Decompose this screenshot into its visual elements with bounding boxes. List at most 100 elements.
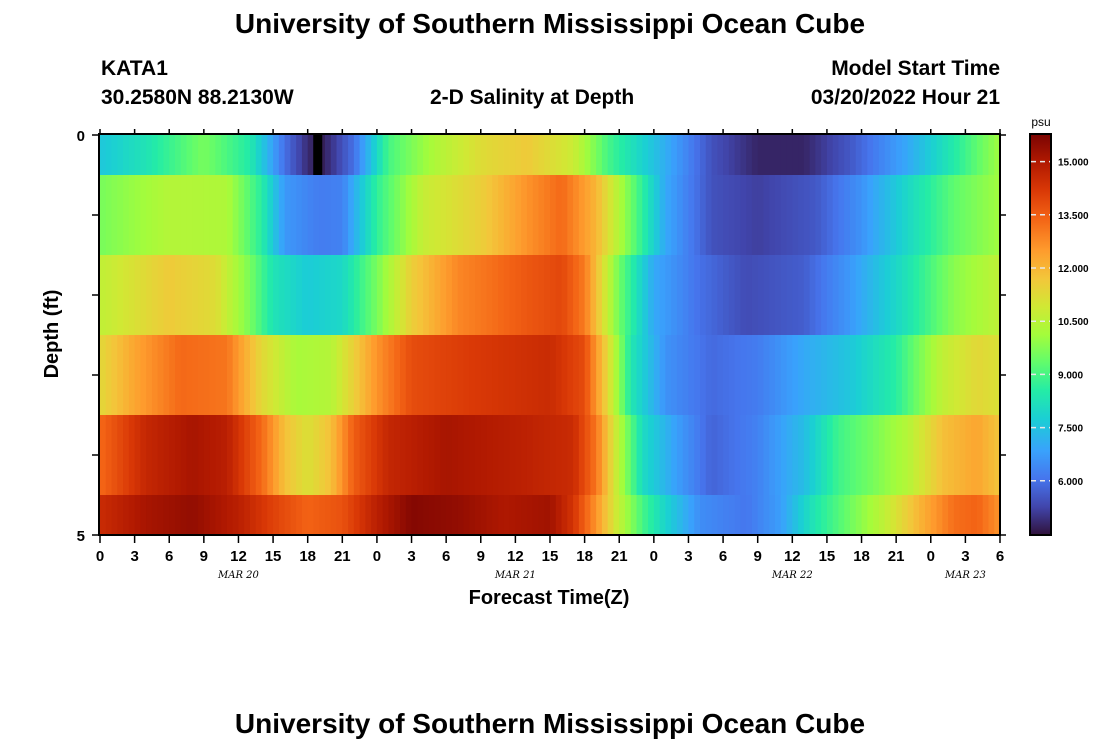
heatmap-cell: [394, 135, 401, 175]
heatmap-cell: [734, 255, 741, 335]
heatmap-cell: [584, 415, 591, 495]
station-coordinates: 30.2580N 88.2130W: [101, 86, 294, 109]
heatmap-cell: [925, 135, 932, 175]
x-tick-label: 0: [650, 548, 658, 565]
heatmap-cell: [861, 335, 868, 415]
heatmap-cell: [976, 255, 984, 335]
heatmap-cell: [601, 335, 609, 415]
heatmap-cell: [307, 135, 315, 175]
heatmap-cell: [561, 335, 568, 415]
heatmap-cell: [630, 415, 638, 495]
heatmap-cell: [209, 335, 216, 415]
heatmap-cell: [578, 335, 586, 415]
heatmap-cell: [734, 495, 741, 535]
heatmap-cell: [775, 135, 782, 175]
heatmap-cell: [878, 175, 886, 255]
heatmap-cell: [659, 415, 666, 495]
heatmap-cell: [157, 175, 165, 255]
heatmap-cell: [844, 135, 851, 175]
date-label: MAR 23: [944, 570, 986, 581]
heatmap-cell: [688, 255, 695, 335]
heatmap-cell: [971, 495, 978, 535]
heatmap-cell: [428, 175, 436, 255]
heatmap-cell: [665, 335, 672, 415]
heatmap-cell: [382, 255, 390, 335]
heatmap-cell: [723, 255, 730, 335]
heatmap-cell: [780, 415, 788, 495]
heatmap-cell: [128, 335, 136, 415]
heatmap-cell: [896, 335, 903, 415]
heatmap-cell: [175, 255, 182, 335]
heatmap-cell: [146, 495, 153, 535]
heatmap-cell: [388, 335, 395, 415]
heatmap-cell: [769, 415, 776, 495]
heatmap-cell: [832, 175, 840, 255]
heatmap-cell: [561, 175, 568, 255]
heatmap-cell: [394, 175, 401, 255]
heatmap-cell: [671, 335, 678, 415]
heatmap-cell: [261, 135, 268, 175]
heatmap-cell: [982, 335, 990, 415]
heatmap-cell: [469, 415, 476, 495]
model-start-value: 03/20/2022 Hour 21: [810, 86, 1000, 109]
heatmap-cell: [907, 495, 915, 535]
heatmap-cell: [509, 135, 516, 175]
heatmap-cell: [434, 135, 441, 175]
heatmap-cell: [209, 415, 216, 495]
heatmap-cell: [948, 495, 955, 535]
heatmap-cell: [636, 175, 643, 255]
heatmap-cell: [411, 255, 418, 335]
heatmap-cell: [953, 415, 961, 495]
heatmap-cell: [648, 415, 655, 495]
heatmap-cell: [180, 135, 188, 175]
heatmap-cell: [273, 415, 280, 495]
heatmap-cell: [325, 335, 332, 415]
heatmap-cell: [567, 335, 574, 415]
heatmap-cell: [192, 495, 199, 535]
heatmap-cell: [307, 415, 315, 495]
heatmap-cell: [486, 135, 493, 175]
heatmap-cell: [417, 415, 424, 495]
heatmap-cell: [111, 135, 118, 175]
heatmap-cell: [809, 495, 816, 535]
heatmap-cell: [336, 175, 343, 255]
heatmap-cell: [682, 335, 690, 415]
heatmap-cell: [463, 335, 470, 415]
heatmap-cell: [175, 415, 182, 495]
heatmap-cell: [394, 415, 401, 495]
heatmap-cell: [798, 415, 805, 495]
heatmap-cell: [676, 495, 684, 535]
heatmap-cell: [832, 255, 840, 335]
heatmap-cell: [653, 135, 661, 175]
heatmap-cell: [792, 335, 799, 415]
heatmap-cell: [850, 255, 857, 335]
heatmap-cell: [186, 335, 193, 415]
heatmap-cell: [128, 255, 136, 335]
heatmap-cell: [567, 135, 574, 175]
heatmap-cell: [855, 175, 863, 255]
heatmap-cell: [376, 495, 384, 535]
heatmap-cell: [203, 415, 211, 495]
heatmap-cell: [821, 175, 828, 255]
heatmap-cell: [146, 175, 153, 255]
heatmap-cell: [480, 175, 488, 255]
heatmap-cell: [757, 415, 765, 495]
heatmap-cell: [930, 415, 938, 495]
heatmap-cell: [423, 495, 430, 535]
heatmap-cell: [538, 335, 545, 415]
y-tick-label-5: 5: [77, 528, 85, 545]
heatmap-cell: [440, 255, 447, 335]
heatmap-cell: [290, 495, 297, 535]
heatmap-cell: [590, 335, 597, 415]
heatmap-cell: [717, 255, 724, 335]
x-tick-label: 6: [165, 548, 173, 565]
heatmap-cell: [994, 255, 1001, 335]
heatmap-cell: [625, 495, 632, 535]
heatmap-cell: [492, 415, 499, 495]
x-tick-label: 21: [334, 548, 351, 565]
heatmap-cell: [630, 135, 638, 175]
heatmap-cell: [653, 255, 661, 335]
heatmap-cell: [821, 415, 828, 495]
heatmap-cell: [751, 415, 759, 495]
heatmap-cell: [596, 255, 603, 335]
